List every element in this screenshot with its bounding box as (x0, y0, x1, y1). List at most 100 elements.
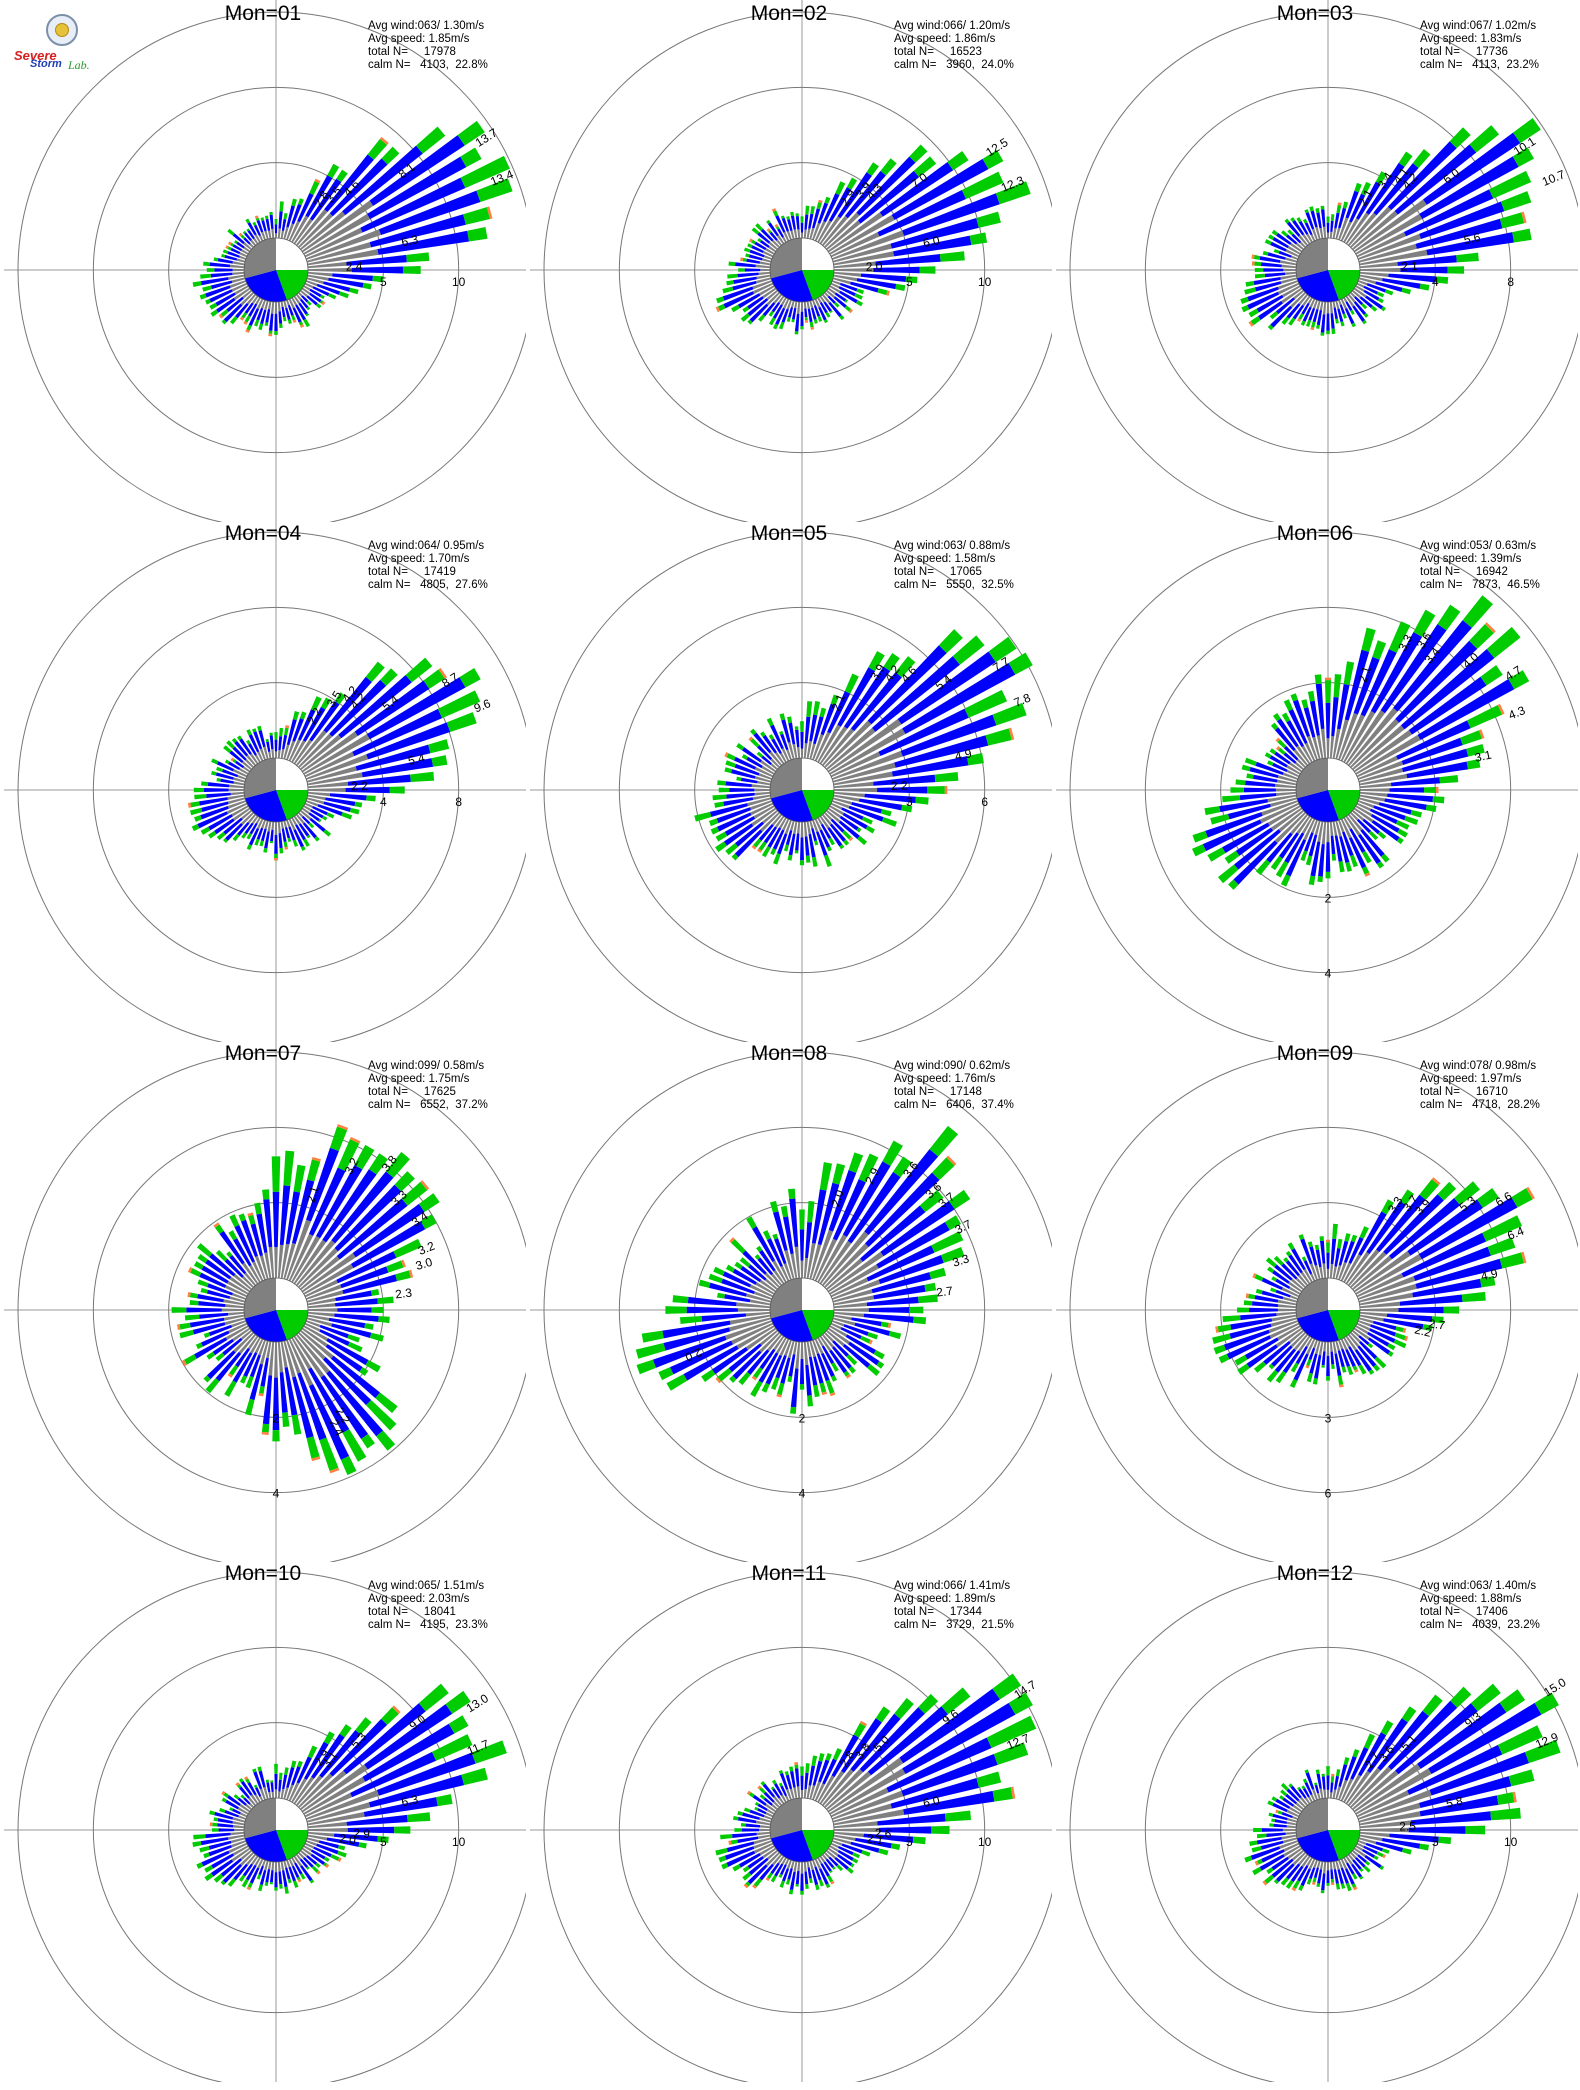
bar-segment-gray (800, 1861, 804, 1874)
bar-segment-gray (236, 258, 246, 263)
bar-segment-green (378, 1316, 390, 1324)
bar-segment-blue (772, 829, 785, 850)
bar-segment-green (365, 1399, 397, 1431)
bar-segment-gray (1286, 1809, 1300, 1818)
bar-segment-green (1319, 1236, 1324, 1242)
bar-segment-gray (301, 1327, 328, 1347)
bar-segment-blue (1310, 841, 1321, 877)
bar-segment-blue (795, 833, 800, 851)
bar-segment-green (232, 759, 237, 764)
bar-segment-blue (240, 1219, 259, 1257)
bar-segment-gray (271, 1791, 275, 1799)
bar-segment-gray (240, 1849, 253, 1861)
bar-segment-green (901, 804, 913, 813)
bar-segment-green (1248, 308, 1259, 318)
bar-segment-gray (286, 1784, 294, 1801)
bar-segment-gray (1282, 772, 1299, 780)
bar-segment-blue (774, 1783, 783, 1796)
bar-segment-blue (260, 1357, 269, 1387)
bar-segment-orange (486, 206, 493, 220)
bar-segment-green (1277, 747, 1286, 755)
bar-segment-gray (225, 1325, 249, 1340)
bar-segment-blue (1354, 296, 1364, 306)
bar-segment-blue (662, 1320, 731, 1339)
bar-segment-green (1419, 1843, 1430, 1851)
bar-segment-blue (759, 1863, 774, 1881)
bar-segment-green (819, 1162, 833, 1191)
bar-segment-green (924, 1282, 937, 1292)
bar-segment-blue (837, 1854, 853, 1866)
calm-sector-gray (244, 1798, 276, 1839)
bar-segment-green (1316, 1883, 1321, 1888)
bar-segment-blue (1369, 808, 1398, 824)
bar-segment-gray (264, 820, 269, 830)
bar-segment-green (279, 323, 283, 329)
bar-segment-blue (1253, 774, 1278, 783)
stats-line: total N= 17406 (1420, 1606, 1508, 1618)
bar-segment-gray (831, 280, 841, 286)
bar-segment-green (985, 728, 1012, 746)
bar-segment-green (913, 156, 937, 178)
bar-segment-blue (1387, 141, 1457, 211)
bar-segment-blue (1417, 679, 1515, 740)
bar-segment-green (772, 1233, 779, 1240)
bar-segment-green (1271, 1276, 1277, 1282)
bar-segment-green (193, 1261, 204, 1270)
bar-segment-gray (736, 1325, 775, 1349)
bar-segment-green (1251, 1846, 1262, 1853)
bar-segment-green (271, 1156, 281, 1192)
bar-segment-green (309, 1879, 315, 1884)
bar-segment-gray (240, 1329, 253, 1340)
bar-segment-gray (1356, 1842, 1365, 1848)
bar-segment-gray (821, 1231, 869, 1287)
bar-segment-green (1244, 757, 1257, 766)
bar-segment-gray (753, 1291, 773, 1300)
bar-segment-blue (811, 1189, 827, 1244)
bar-segment-gray (1304, 742, 1316, 762)
bar-segment-gray (833, 781, 874, 789)
bar-segment-green (1435, 276, 1449, 284)
bar-segment-gray (821, 1853, 828, 1860)
bar-segment-green (349, 807, 360, 815)
bar-segment-green (754, 1254, 761, 1260)
bar-segment-green (866, 162, 879, 176)
bar-segment-green (1500, 191, 1532, 212)
bar-segment-orange (1353, 1886, 1358, 1891)
bar-segment-green (367, 138, 388, 160)
bar-segment-gray (303, 805, 312, 812)
bar-segment-gray (1359, 271, 1389, 277)
bar-segment-blue (1309, 700, 1320, 736)
bar-segment-blue (804, 836, 810, 856)
bar-segment-blue (355, 744, 431, 771)
bar-segment-gray (304, 1792, 353, 1818)
calm-sector-gray (1296, 238, 1328, 279)
bar-segment-green (1281, 712, 1291, 723)
bar-segment-green (717, 780, 726, 786)
bar-segment-green (813, 319, 818, 324)
bar-segment-orange (300, 324, 305, 328)
bar-segment-gray (307, 271, 333, 277)
bar-segment-blue (1407, 1199, 1483, 1256)
bar-segment-blue (734, 829, 763, 858)
bar-segment-blue (789, 1871, 796, 1891)
bar-segment-green (1461, 1291, 1486, 1303)
bar-segment-gray (817, 1775, 835, 1803)
bar-segment-gray (253, 238, 259, 245)
bar-segment-blue (247, 1782, 257, 1796)
bar-segment-gray (249, 1337, 261, 1354)
bar-segment-orange (329, 1467, 340, 1474)
bar-segment-blue (753, 732, 772, 754)
bar-segment-gray (797, 746, 801, 759)
bar-segment-gray (770, 758, 781, 769)
bar-segment-gray (239, 1812, 248, 1818)
bar-segment-blue (1278, 832, 1299, 859)
bar-segment-gray (823, 1243, 869, 1289)
bar-segment-gray (243, 242, 253, 251)
bar-segment-blue (1345, 301, 1353, 311)
bar-segment-orange (757, 848, 762, 853)
bar-segment-gray (232, 1817, 246, 1823)
bar-segment-gray (1277, 779, 1297, 786)
bar-segment-green (760, 1781, 766, 1786)
bar-segment-blue (1240, 1313, 1277, 1321)
bars (192, 1683, 507, 1894)
